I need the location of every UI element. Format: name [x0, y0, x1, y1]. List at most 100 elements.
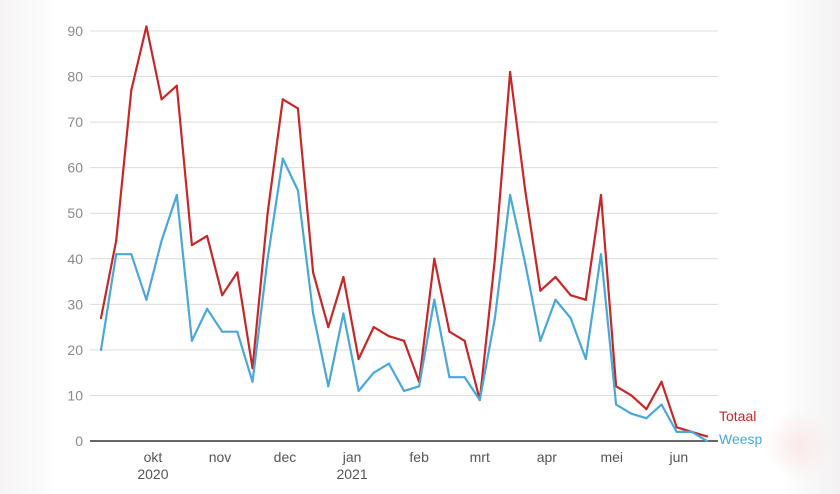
y-tick-label: 10	[67, 387, 83, 403]
data-point-totaal	[584, 298, 587, 301]
x-tick-year-label: 2020	[137, 466, 168, 482]
data-point-totaal	[660, 380, 663, 383]
series-line-weesp	[99, 157, 709, 443]
data-point-totaal	[524, 189, 527, 192]
y-tick-label: 50	[67, 205, 83, 221]
data-point-weesp	[599, 253, 603, 256]
y-tick-label: 80	[67, 69, 83, 85]
x-tick-label: apr	[537, 449, 558, 465]
data-point-totaal	[675, 426, 678, 429]
x-tick-label: okt	[144, 449, 163, 465]
data-point-totaal	[402, 339, 406, 342]
data-point-weesp	[372, 371, 375, 374]
gridlines	[90, 30, 718, 396]
data-point-weesp	[539, 339, 542, 342]
data-point-weesp	[615, 403, 618, 406]
data-point-totaal	[705, 435, 709, 438]
y-tick-label: 60	[67, 160, 83, 176]
x-tick-label: mrt	[470, 449, 490, 465]
data-point-totaal	[554, 275, 557, 279]
data-point-totaal	[433, 257, 436, 260]
data-point-weesp	[145, 298, 148, 301]
series-label-totaal: Totaal	[719, 408, 756, 424]
data-point-weesp	[508, 193, 512, 197]
data-point-weesp	[115, 253, 118, 256]
y-tick-label: 90	[67, 23, 83, 39]
data-point-weesp	[312, 312, 315, 315]
y-tick-label: 20	[67, 342, 83, 358]
data-point-weesp	[357, 389, 360, 392]
data-point-totaal	[630, 394, 633, 397]
data-point-totaal	[115, 239, 118, 242]
data-point-totaal	[160, 98, 163, 101]
data-point-weesp	[221, 330, 224, 333]
data-point-weesp	[690, 430, 693, 433]
data-point-weesp	[493, 316, 496, 320]
data-point-weesp	[205, 307, 209, 310]
data-point-totaal	[357, 357, 360, 361]
x-tick-label: jun	[669, 449, 689, 465]
x-tick-label: nov	[209, 449, 232, 465]
data-point-totaal	[296, 107, 300, 110]
background-smudge	[764, 410, 834, 480]
data-point-totaal	[645, 408, 648, 411]
data-point-weesp	[342, 312, 345, 315]
series-points-totaal	[99, 25, 709, 438]
data-point-totaal	[175, 84, 178, 87]
data-point-totaal	[448, 330, 451, 333]
data-point-weesp	[236, 330, 239, 333]
data-point-totaal	[312, 271, 315, 274]
data-point-weesp	[524, 262, 527, 265]
x-tick-label: mei	[600, 449, 623, 465]
data-point-weesp	[175, 193, 178, 197]
left-background-border	[0, 0, 56, 494]
data-point-totaal	[236, 271, 239, 274]
data-point-weesp	[675, 430, 678, 433]
data-point-weesp	[463, 376, 466, 379]
data-point-totaal	[539, 289, 542, 292]
series-points-weesp	[99, 157, 709, 443]
series-label-weesp: Weesp	[719, 431, 763, 447]
data-point-totaal	[266, 212, 269, 215]
data-point-totaal	[99, 316, 103, 320]
x-tick-label: dec	[274, 449, 297, 465]
data-point-weesp	[281, 157, 284, 160]
data-point-weesp	[433, 298, 436, 301]
data-point-totaal	[569, 294, 572, 297]
data-point-totaal	[221, 294, 224, 297]
data-point-totaal	[387, 335, 390, 338]
data-point-weesp	[645, 417, 648, 420]
data-point-weesp	[705, 439, 709, 443]
data-point-weesp	[660, 403, 663, 406]
data-point-weesp	[584, 357, 587, 361]
x-tick-year-label: 2021	[336, 466, 367, 482]
data-point-weesp	[569, 316, 572, 320]
data-point-weesp	[327, 385, 330, 388]
x-tick-label: feb	[409, 449, 429, 465]
data-point-totaal	[281, 98, 284, 101]
data-point-weesp	[554, 298, 557, 301]
data-point-weesp	[630, 412, 633, 415]
y-tick-label: 0	[75, 433, 83, 449]
data-point-weesp	[448, 376, 451, 379]
y-tick-label: 30	[67, 296, 83, 312]
data-point-totaal	[190, 244, 193, 247]
data-point-weesp	[296, 189, 300, 192]
data-point-weesp	[130, 253, 133, 256]
data-point-weesp	[160, 239, 163, 242]
y-axis: 0 10 20 30 40 50 60 70 80 90	[67, 23, 83, 449]
y-tick-label: 40	[67, 251, 83, 267]
data-point-weesp	[190, 339, 193, 342]
data-point-totaal	[205, 234, 209, 238]
data-point-weesp	[99, 348, 103, 351]
data-point-totaal	[508, 70, 512, 74]
data-point-totaal	[327, 326, 330, 329]
data-point-weesp	[266, 257, 269, 260]
data-point-totaal	[463, 339, 466, 342]
data-point-totaal	[372, 326, 375, 329]
data-point-weesp	[387, 362, 390, 365]
series-line-totaal	[99, 25, 709, 438]
